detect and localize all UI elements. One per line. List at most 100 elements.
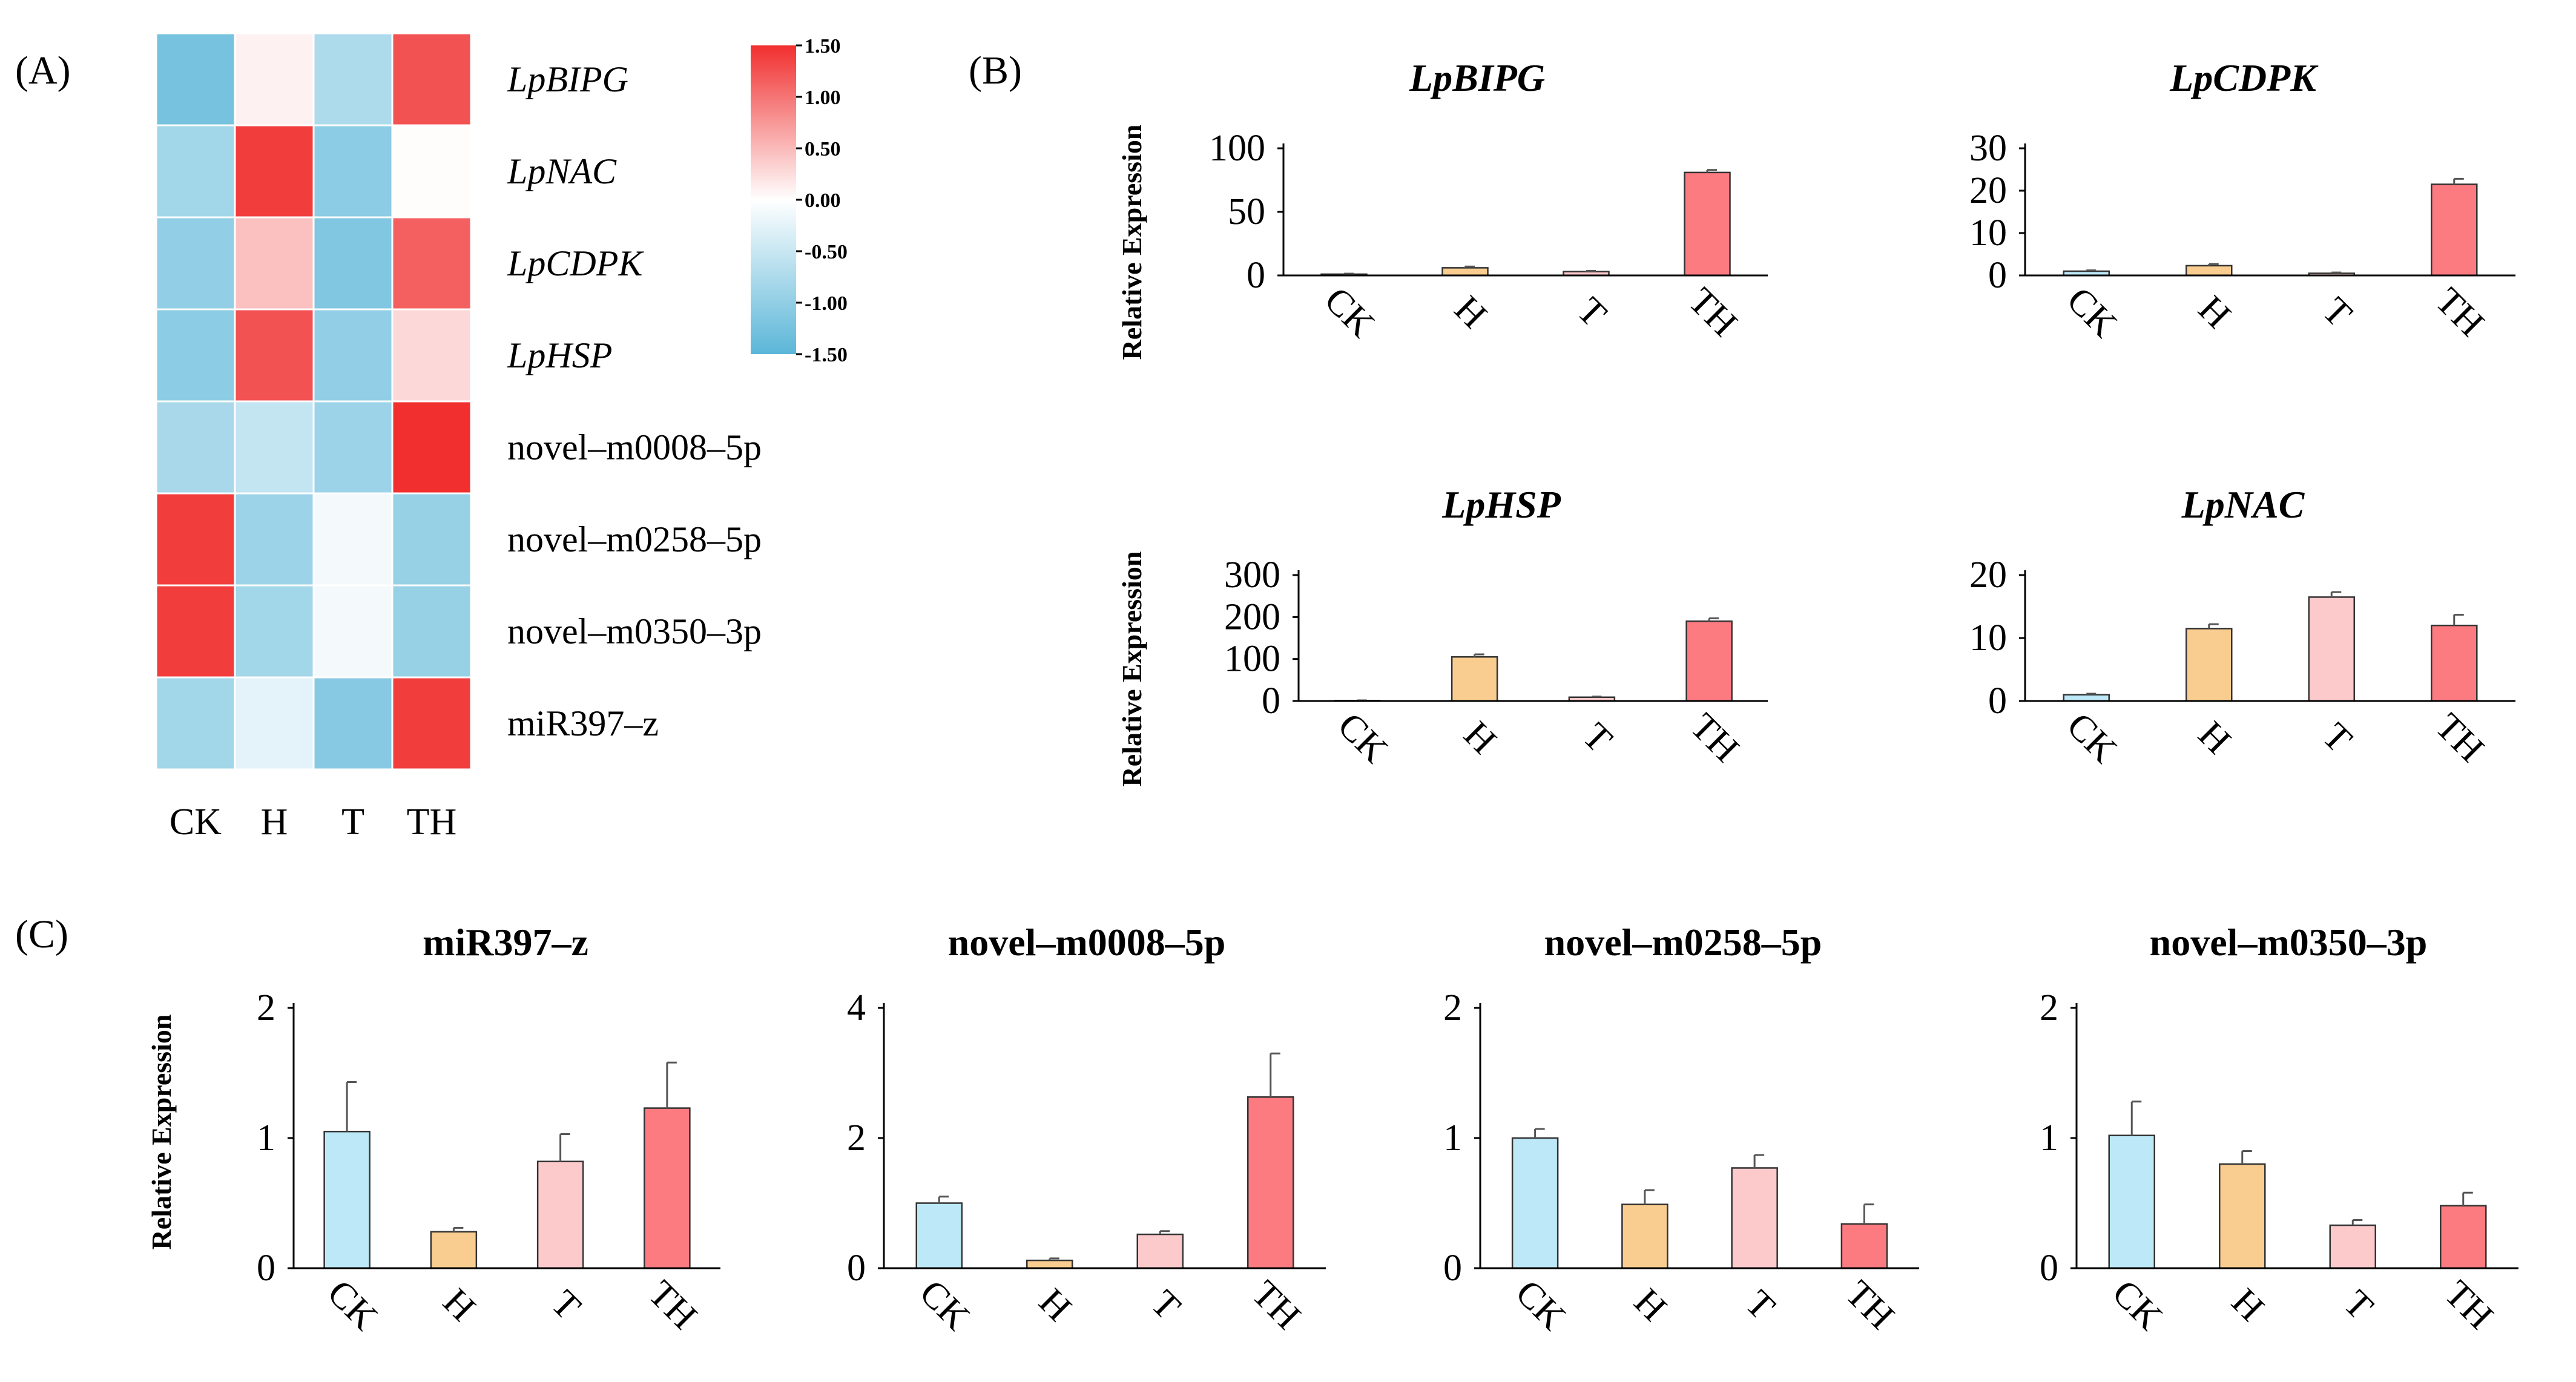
y-tick-label: 2 bbox=[2040, 987, 2058, 1028]
colorbar-tick-label: -1.50 bbox=[805, 344, 848, 366]
heatmap-cell bbox=[234, 308, 315, 403]
chart-title: novel–m0350–3p bbox=[2150, 921, 2428, 964]
heatmap-cell bbox=[234, 400, 315, 495]
heatmap-cell bbox=[391, 32, 472, 127]
heatmap-cell bbox=[234, 32, 315, 127]
x-tick-label: CK bbox=[912, 1272, 978, 1338]
x-tick-label: TH bbox=[1837, 1273, 1902, 1338]
x-tick-label: T bbox=[1143, 1282, 1188, 1328]
heatmap-cell bbox=[312, 584, 394, 679]
y-tick-label: 20 bbox=[1969, 170, 2007, 211]
chart-title: LpHSP bbox=[1441, 483, 1561, 526]
x-tick-label: CK bbox=[2059, 705, 2125, 771]
y-tick-label: 1 bbox=[1443, 1117, 1462, 1159]
heatmap-cell bbox=[155, 308, 236, 403]
y-tick-label: 10 bbox=[1969, 617, 2007, 659]
bar bbox=[1136, 1233, 1184, 1269]
heatmap-row-label: miR397–z bbox=[507, 703, 659, 743]
heatmap-cell bbox=[234, 584, 315, 679]
heatmap-cell bbox=[312, 676, 394, 771]
bar bbox=[1621, 1203, 1668, 1269]
bar bbox=[1684, 171, 1731, 277]
heatmap-column-label: H bbox=[261, 801, 288, 843]
x-tick-label: H bbox=[435, 1281, 484, 1329]
heatmap-row-label: novel–m0008–5p bbox=[507, 427, 762, 467]
bar bbox=[2186, 265, 2233, 277]
colorbar-tick-label: 0.00 bbox=[805, 189, 841, 212]
y-tick-label: 1 bbox=[257, 1117, 275, 1159]
x-tick-label: CK bbox=[1330, 705, 1396, 771]
heatmap-row-label: LpNAC bbox=[507, 151, 617, 191]
x-tick-label: T bbox=[1738, 1282, 1783, 1328]
heatmap-cell bbox=[391, 308, 472, 403]
x-tick-label: T bbox=[2314, 289, 2360, 335]
bar bbox=[2063, 694, 2110, 702]
colorbar-tick-label: 1.50 bbox=[805, 35, 841, 58]
heatmap-cell bbox=[312, 492, 394, 587]
x-tick-label: H bbox=[2224, 1281, 2272, 1329]
colorbar-tick-label: 0.50 bbox=[805, 138, 841, 160]
y-tick-label: 1 bbox=[2040, 1117, 2058, 1159]
colorbar-tick-label: 1.00 bbox=[805, 87, 841, 109]
heatmap-cell bbox=[391, 400, 472, 495]
bar bbox=[323, 1131, 371, 1269]
bar bbox=[915, 1202, 963, 1269]
y-tick-label: 0 bbox=[847, 1248, 866, 1289]
panel-label-c: (C) bbox=[15, 912, 68, 956]
y-tick-label: 20 bbox=[1969, 554, 2007, 596]
y-tick-label: 0 bbox=[1262, 680, 1280, 722]
heatmap-cell bbox=[234, 124, 315, 219]
y-tick-label: 0 bbox=[1988, 680, 2007, 722]
chart-title: LpCDPK bbox=[2169, 56, 2319, 99]
y-tick-label: 4 bbox=[847, 987, 866, 1028]
x-tick-label: T bbox=[2336, 1282, 2381, 1328]
x-tick-label: CK bbox=[2059, 279, 2125, 345]
x-tick-label: TH bbox=[2428, 706, 2492, 771]
x-tick-label: T bbox=[543, 1282, 588, 1328]
y-axis-label: Relative Expression bbox=[1116, 551, 1147, 787]
bar bbox=[1247, 1096, 1294, 1269]
heatmap-row-label: novel–m0258–5p bbox=[507, 519, 762, 559]
y-tick-label: 0 bbox=[2040, 1248, 2058, 1289]
y-axis-label: Relative Expression bbox=[1116, 125, 1147, 360]
bar bbox=[2219, 1163, 2266, 1269]
y-tick-label: 300 bbox=[1224, 554, 1280, 596]
bar-chart: novel–m0008–5p CK H T TH 0 2 4 bbox=[847, 921, 1326, 1338]
bar bbox=[2186, 628, 2233, 702]
x-tick-label: H bbox=[1456, 714, 1504, 762]
bar bbox=[1840, 1223, 1888, 1269]
panel-label-b: (B) bbox=[969, 48, 1022, 93]
bar-chart: novel–m0258–5p CK H T TH 0 1 2 bbox=[1443, 921, 1919, 1338]
x-tick-label: TH bbox=[1682, 706, 1747, 771]
heatmap-cell bbox=[155, 584, 236, 679]
heatmap-row-label: LpBIPG bbox=[507, 59, 628, 99]
y-tick-label: 200 bbox=[1224, 596, 1280, 637]
y-tick-label: 100 bbox=[1209, 128, 1265, 169]
bar bbox=[536, 1160, 584, 1269]
x-tick-label: T bbox=[1569, 289, 1615, 335]
heatmap-cell bbox=[155, 32, 236, 127]
heatmap-column-label: T bbox=[341, 801, 364, 843]
heatmap-cell bbox=[312, 400, 394, 495]
heatmap-cell bbox=[155, 124, 236, 219]
panel-label-a: (A) bbox=[15, 48, 71, 93]
x-tick-label: H bbox=[1446, 288, 1495, 337]
colorbar-tick-label: -1.00 bbox=[805, 292, 848, 315]
heatmap-column-label: CK bbox=[170, 801, 222, 843]
bar bbox=[1685, 620, 1733, 702]
bar bbox=[1451, 656, 1498, 702]
heatmap-cell bbox=[234, 216, 315, 311]
x-tick-label: TH bbox=[1244, 1273, 1309, 1338]
heatmap-cell bbox=[312, 216, 394, 311]
x-tick-label: H bbox=[1031, 1281, 1079, 1329]
y-tick-label: 2 bbox=[847, 1117, 866, 1159]
bar-chart: LpBIPG Relative Expression CK H T TH 0 50 100 bbox=[1116, 56, 1768, 360]
x-tick-label: H bbox=[2190, 714, 2239, 762]
y-tick-label: 100 bbox=[1224, 639, 1280, 680]
y-tick-label: 0 bbox=[257, 1248, 275, 1289]
heatmap-column-label: TH bbox=[407, 801, 457, 843]
heatmap-row-label: LpCDPK bbox=[507, 243, 644, 283]
